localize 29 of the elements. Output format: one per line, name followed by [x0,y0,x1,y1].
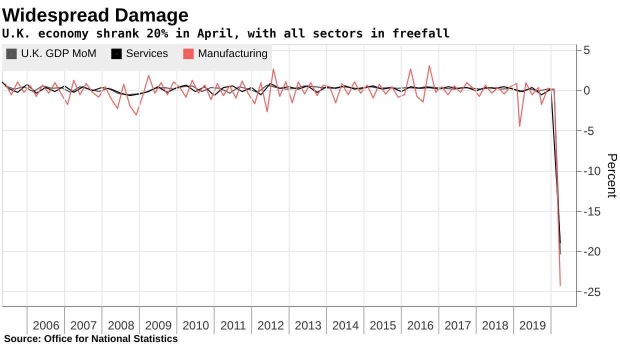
x-tick-label: 2016 [407,318,434,332]
x-tick-label: 2017 [444,318,472,332]
y-tick-label: -20 [584,244,602,259]
y-tick-label: -25 [584,284,602,299]
y-tick-label: -15 [584,204,602,218]
y-tick-label: 0 [584,83,590,98]
x-tick-label: 2007 [70,318,98,332]
x-tick-label: 2014 [332,318,360,332]
x-tick-label: 2012 [257,318,284,332]
y-tick-label: 5 [584,43,590,58]
y-tick-label: -10 [584,164,602,178]
x-tick-label: 2019 [519,318,546,332]
chart-subtitle: U.K. economy shrank 20% in April, with all sectors in freefall [2,26,450,40]
x-tick-label: 2013 [294,318,322,332]
y-axis-title: Percent [604,153,620,198]
x-tick-label: 2011 [220,318,246,332]
legend-label: Services [126,48,169,60]
x-tick-label: 2008 [108,318,135,332]
x-tick-label: 2015 [370,318,397,332]
line-series [4,65,561,286]
x-tick-label: 2018 [482,318,509,332]
legend-label: Manufacturing [198,48,268,60]
y-tick-label: -5 [584,124,594,138]
legend-label: U.K. GDP MoM [21,48,97,60]
chart-title: Widespread Damage [2,6,189,26]
source-note: Source: Office for National Statistics [4,334,178,345]
x-tick-label: 2006 [32,318,60,332]
x-tick-label: 2010 [182,318,210,332]
x-tick-label: 2009 [145,318,172,332]
